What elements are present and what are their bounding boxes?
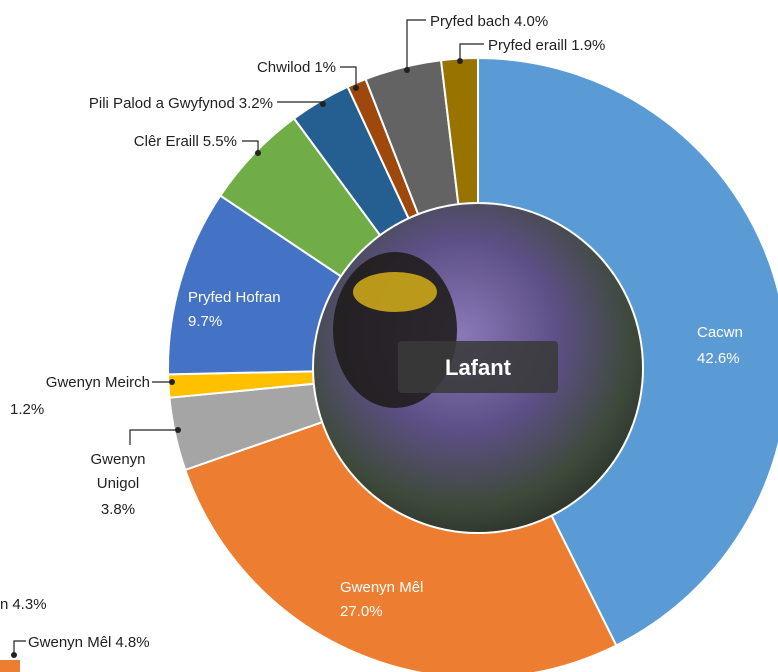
- slice-label: Chwilod 1%: [257, 59, 336, 76]
- pie-slice: [8, 660, 20, 672]
- leader-dot: [320, 101, 326, 107]
- slice-label: Pryfed bach 4.0%: [430, 13, 548, 30]
- slice-value-label: 1%: [314, 59, 336, 76]
- leader-dot: [404, 67, 410, 73]
- leader-line: [340, 66, 357, 88]
- center-label-box: [398, 341, 558, 393]
- leader-dot: [255, 150, 261, 156]
- slice-label: Cacwn: [697, 324, 743, 341]
- donut-slice: [439, 56, 479, 206]
- slice-value-label: 5.5%: [203, 133, 237, 150]
- slice-label: Pili Palod a Gwyfynod: [89, 95, 235, 112]
- leader-line: [406, 19, 426, 70]
- slice-label: Clêr Eraill 5.5%: [134, 133, 237, 150]
- slice-label: Chwilod: [257, 59, 310, 76]
- slice-label: Gwenyn Unigol: [90, 451, 145, 492]
- leader-dot: [457, 58, 463, 64]
- slice-label: n 4.3%: [0, 596, 47, 613]
- slice-value-label: 27.0%: [340, 603, 383, 620]
- donut-slice: [477, 56, 778, 647]
- slice-label: Gwenyn Mêl: [340, 579, 423, 596]
- slice-label: Pryfed bach: [430, 13, 510, 30]
- slice-label: Pryfed Hofran: [188, 289, 281, 306]
- slice-label: Gwenyn Mêl 4.8%: [28, 634, 150, 651]
- slice-value-label: 9.7%: [188, 313, 222, 330]
- slice-value-label: 1.9%: [571, 37, 605, 54]
- slice-value-label: 3.8%: [101, 501, 135, 518]
- leader-line: [13, 640, 26, 655]
- pie-slice: [0, 660, 8, 672]
- slice-label: Clêr Eraill: [134, 133, 199, 150]
- slice-label: n: [0, 596, 8, 613]
- donut-slice: [183, 420, 618, 672]
- leader-dot: [11, 652, 17, 658]
- slice-label: Pryfed eraill: [488, 37, 567, 54]
- slice-value-label: 4.3%: [12, 596, 46, 613]
- slice-label: Pryfed eraill 1.9%: [488, 37, 605, 54]
- leader-line: [459, 43, 484, 61]
- photo-bee-band: [353, 272, 437, 312]
- slice-value-label: 4.0%: [514, 13, 548, 30]
- leader-dot: [353, 85, 359, 91]
- slice-value-label: 3.2%: [239, 95, 273, 112]
- leader-dot: [169, 379, 175, 385]
- slice-value-label: 4.8%: [115, 634, 149, 651]
- slice-label: Gwenyn Mêl: [28, 634, 111, 651]
- slice-label: Pili Palod a Gwyfynod 3.2%: [89, 95, 273, 112]
- center-label: Lafant: [445, 355, 512, 380]
- slice-value-label: 1.2%: [10, 401, 44, 418]
- leader-line: [129, 429, 178, 445]
- leader-line: [242, 140, 259, 153]
- slice-label: Gwenyn Meirch: [46, 374, 150, 391]
- slice-value-label: 42.6%: [697, 350, 740, 367]
- leader-dot: [175, 427, 181, 433]
